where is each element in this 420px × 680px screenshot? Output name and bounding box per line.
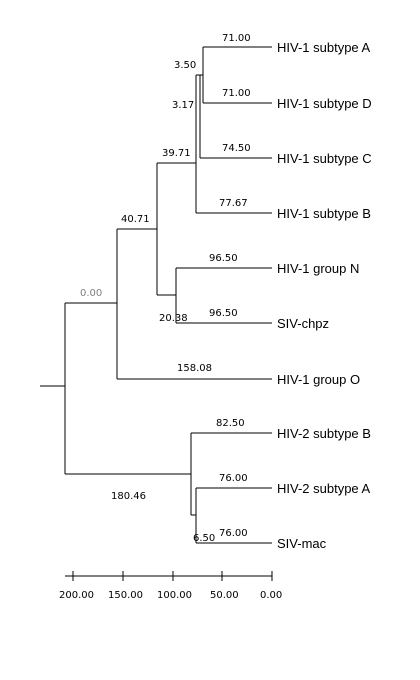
axis-tick-label: 200.00 bbox=[59, 590, 94, 601]
branch-length-label: 77.67 bbox=[219, 198, 248, 209]
leaf-label: HIV-1 group N bbox=[277, 261, 359, 276]
axis-tick-label: 150.00 bbox=[108, 590, 143, 601]
node-height-label: 39.71 bbox=[162, 148, 191, 159]
branch-length-label: 71.00 bbox=[222, 88, 251, 99]
leaf-label: SIV-chpz bbox=[277, 316, 329, 331]
leaf-label: HIV-1 subtype B bbox=[277, 206, 371, 221]
leaf-label: HIV-1 subtype C bbox=[277, 151, 372, 166]
axis-tick-label: 0.00 bbox=[260, 590, 282, 601]
branch-length-label: 74.50 bbox=[222, 143, 251, 154]
branch-length-label: 76.00 bbox=[219, 473, 248, 484]
node-height-label: 0.00 bbox=[80, 288, 102, 299]
scale-axis: 200.00 150.00 100.00 50.00 0.00 bbox=[59, 571, 282, 601]
node-height-label: 3.17 bbox=[172, 100, 194, 111]
axis-tick-label: 100.00 bbox=[157, 590, 192, 601]
branch-length-label: 96.50 bbox=[209, 308, 238, 319]
node-height-label: 180.46 bbox=[111, 491, 146, 502]
leaf-label: HIV-1 subtype D bbox=[277, 96, 372, 111]
leaf-label: HIV-2 subtype B bbox=[277, 426, 371, 441]
node-height-label: 3.50 bbox=[174, 60, 196, 71]
leaf-label: HIV-1 group O bbox=[277, 372, 360, 387]
branch-length-label: 96.50 bbox=[209, 253, 238, 264]
branch-length-label: 82.50 bbox=[216, 418, 245, 429]
branch-length-label: 71.00 bbox=[222, 33, 251, 44]
leaf-label: HIV-1 subtype A bbox=[277, 40, 371, 55]
branch-length-label: 76.00 bbox=[219, 528, 248, 539]
branch-length-label: 158.08 bbox=[177, 363, 212, 374]
node-height-label: 20.38 bbox=[159, 313, 188, 324]
node-height-label: 40.71 bbox=[121, 214, 150, 225]
leaf-label: SIV-mac bbox=[277, 536, 327, 551]
axis-tick-label: 50.00 bbox=[210, 590, 239, 601]
leaf-label: HIV-2 subtype A bbox=[277, 481, 371, 496]
node-height-label: 6.50 bbox=[193, 533, 215, 544]
